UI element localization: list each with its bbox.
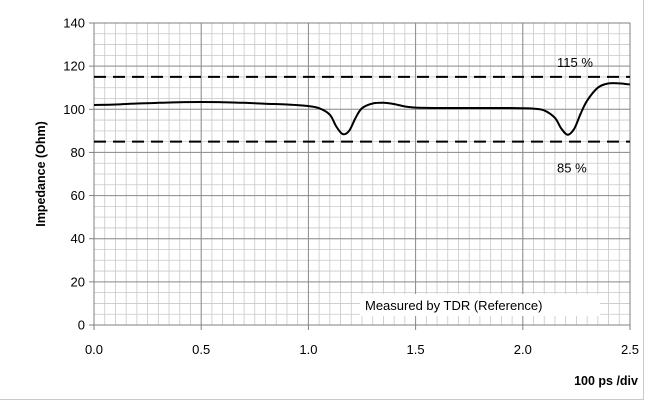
x-tick-label: 0.0 — [85, 342, 103, 357]
x-axis-title: 100 ps /div — [574, 374, 638, 388]
reference-label-85: 85 % — [557, 161, 587, 176]
minor-grid — [94, 23, 630, 325]
x-tick-label: 1.0 — [299, 342, 317, 357]
x-tick-label: 1.5 — [407, 342, 425, 357]
impedance-series-line — [93, 82, 631, 136]
reference-label-115: 115 % — [557, 55, 593, 70]
y-tick-label: 120 — [63, 59, 85, 74]
y-axis-title: Impedance (Ohm) — [34, 121, 48, 227]
y-tick-label: 20 — [71, 274, 85, 289]
reference-lines — [94, 75, 630, 143]
y-tick-label: 60 — [71, 188, 85, 203]
y-tick-label: 40 — [71, 231, 85, 246]
plot-area-border — [93, 22, 631, 326]
y-tick-label: 140 — [63, 16, 85, 31]
annotation-text: Measured by TDR (Reference) — [365, 298, 543, 313]
y-tick-label: 0 — [78, 318, 85, 333]
x-tick-label: 0.5 — [192, 342, 210, 357]
x-axis-ticks: 0.0 0.5 1.0 1.5 2.0 2.5 — [85, 325, 639, 357]
x-tick-label: 2.0 — [514, 342, 532, 357]
y-tick-label: 80 — [71, 145, 85, 160]
x-tick-label: 2.5 — [621, 342, 639, 357]
y-axis-ticks: 0 20 40 60 80 100 120 140 — [63, 16, 94, 333]
y-tick-label: 100 — [63, 102, 85, 117]
annotation-box — [360, 294, 600, 316]
